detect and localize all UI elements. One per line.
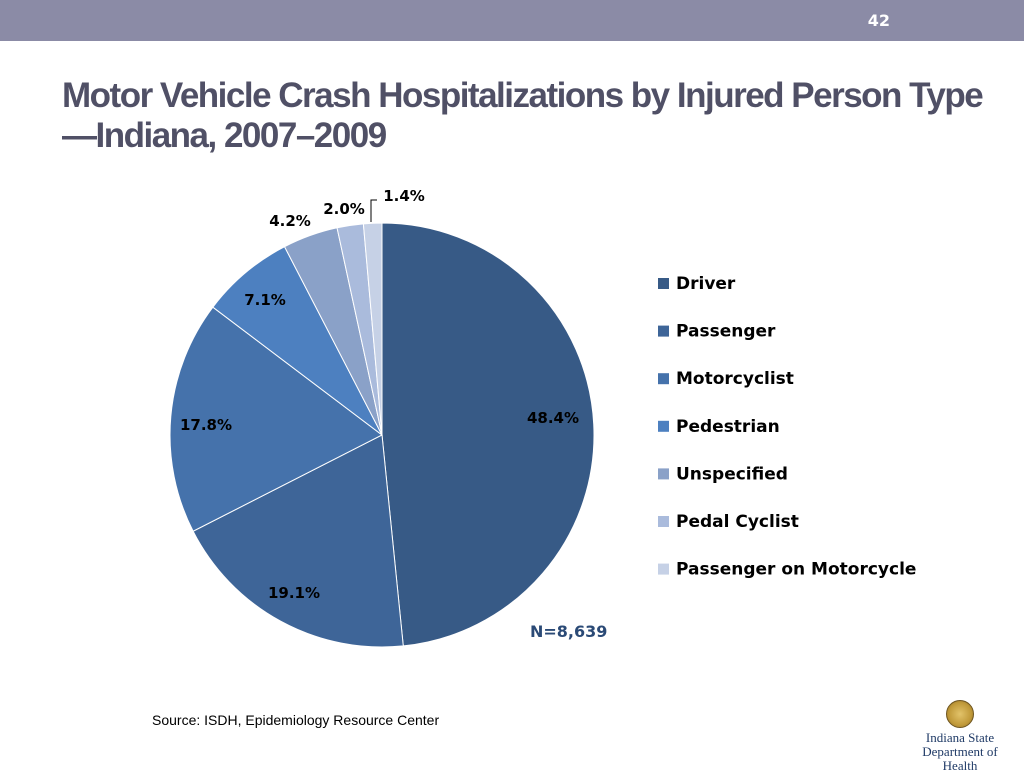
- legend-label-unspecified: Unspecified: [676, 464, 788, 484]
- legend-swatch-pedestrian: [658, 420, 669, 432]
- pie-slice-passenger: [192, 434, 404, 648]
- data-label-passenger-on-motorcycle: 1.4%: [383, 187, 425, 205]
- top-bar: 42: [0, 0, 1024, 41]
- data-label-passenger: 19.1%: [268, 584, 320, 602]
- leader-line: [370, 199, 377, 222]
- pie-chart: 48.4% 19.1% 17.8% 7.1% 4.2% 2.0% 1.4% Driver Pa…: [169, 187, 916, 648]
- legend-swatch-pedal-cyclist: [658, 516, 669, 527]
- pie-slices: [169, 222, 595, 648]
- pie-labels: 48.4% 19.1% 17.8% 7.1% 4.2% 2.0% 1.4%: [180, 187, 579, 602]
- data-label-pedestrian: 7.1%: [244, 291, 286, 309]
- legend-swatch-driver: [658, 278, 669, 289]
- data-label-unspecified: 4.2%: [269, 212, 311, 230]
- legend-label-passenger: Passenger: [676, 322, 776, 342]
- legend-label-passenger-on-motorcycle: Passenger on Motorcycle: [676, 560, 916, 580]
- legend-label-driver: Driver: [676, 274, 736, 294]
- sample-size-note: N=8,639: [530, 622, 608, 641]
- data-label-motorcyclist: 17.8%: [180, 416, 232, 434]
- logo-line-1: Indiana State: [925, 730, 995, 745]
- legend-label-pedal-cyclist: Pedal Cyclist: [676, 512, 799, 532]
- legend-swatch-passenger-on-motorcycle: [658, 563, 669, 575]
- data-label-pedal-cyclist: 2.0%: [323, 200, 365, 218]
- source-note: Source: ISDH, Epidemiology Resource Cent…: [152, 712, 440, 728]
- logo-text: Indiana State Department of Health: [904, 731, 1016, 773]
- pie-slice-passenger-on-motorcycle: [362, 222, 383, 436]
- pie-slice-motorcyclist: [169, 306, 383, 532]
- legend-swatch-motorcyclist: [658, 373, 669, 385]
- legend-label-pedestrian: Pedestrian: [676, 417, 780, 437]
- state-seal-icon: [946, 700, 974, 728]
- legend-label-motorcyclist: Motorcyclist: [676, 369, 794, 389]
- isdh-logo: Indiana State Department of Health: [904, 700, 1016, 773]
- legend-swatch-passenger: [658, 325, 669, 337]
- slide-title: Motor Vehicle Crash Hospitalizations by …: [62, 76, 984, 155]
- slide-number: 42: [867, 11, 890, 30]
- legend-swatch-unspecified: [658, 468, 669, 480]
- logo-line-2: Department of Health: [922, 744, 998, 773]
- data-label-driver: 48.4%: [527, 409, 579, 427]
- legend: Driver Passenger Motorcyclist Pedestrian Uns…: [658, 274, 916, 580]
- pie-slice-driver: [381, 222, 595, 647]
